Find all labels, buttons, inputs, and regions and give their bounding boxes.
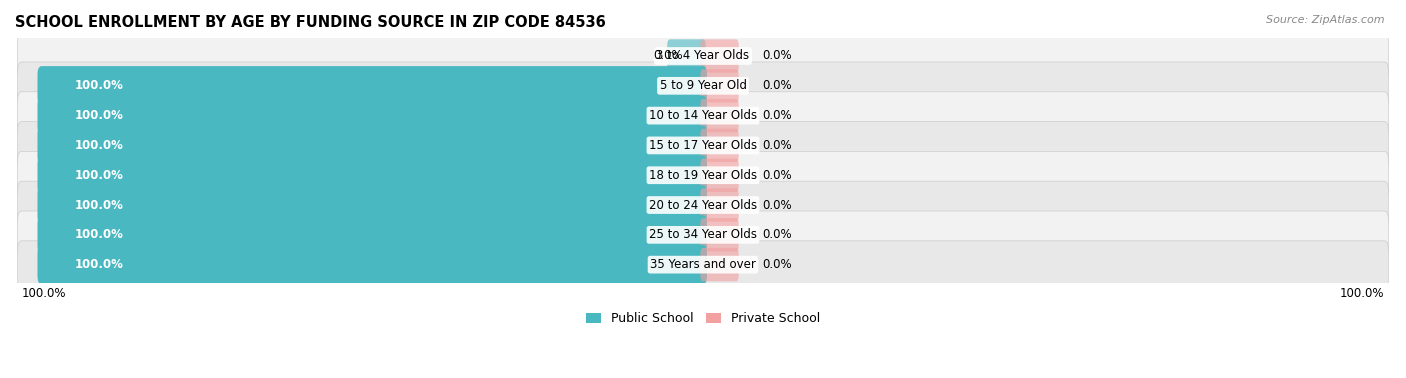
Text: 100.0%: 100.0%: [75, 198, 124, 212]
Text: 100.0%: 100.0%: [75, 169, 124, 182]
FancyBboxPatch shape: [18, 92, 1388, 139]
Text: 0.0%: 0.0%: [654, 50, 683, 62]
FancyBboxPatch shape: [18, 122, 1388, 169]
Text: 0.0%: 0.0%: [762, 258, 792, 271]
Text: 0.0%: 0.0%: [762, 109, 792, 122]
Text: 5 to 9 Year Old: 5 to 9 Year Old: [659, 79, 747, 92]
Text: 100.0%: 100.0%: [75, 258, 124, 271]
Text: 18 to 19 Year Olds: 18 to 19 Year Olds: [650, 169, 756, 182]
FancyBboxPatch shape: [700, 69, 738, 102]
Legend: Public School, Private School: Public School, Private School: [581, 307, 825, 330]
FancyBboxPatch shape: [38, 215, 707, 254]
FancyBboxPatch shape: [18, 181, 1388, 229]
Text: 100.0%: 100.0%: [75, 109, 124, 122]
FancyBboxPatch shape: [700, 248, 738, 281]
Text: 0.0%: 0.0%: [762, 169, 792, 182]
Text: 0.0%: 0.0%: [762, 50, 792, 62]
FancyBboxPatch shape: [18, 62, 1388, 110]
Text: 3 to 4 Year Olds: 3 to 4 Year Olds: [657, 50, 749, 62]
Text: Source: ZipAtlas.com: Source: ZipAtlas.com: [1267, 15, 1385, 25]
Text: 0.0%: 0.0%: [762, 79, 792, 92]
FancyBboxPatch shape: [18, 151, 1388, 199]
Text: 0.0%: 0.0%: [762, 198, 792, 212]
Text: 35 Years and over: 35 Years and over: [650, 258, 756, 271]
FancyBboxPatch shape: [38, 96, 707, 135]
Text: 15 to 17 Year Olds: 15 to 17 Year Olds: [650, 139, 756, 152]
FancyBboxPatch shape: [668, 39, 706, 73]
FancyBboxPatch shape: [38, 185, 707, 225]
FancyBboxPatch shape: [38, 245, 707, 284]
FancyBboxPatch shape: [700, 99, 738, 132]
Text: 25 to 34 Year Olds: 25 to 34 Year Olds: [650, 228, 756, 241]
FancyBboxPatch shape: [18, 32, 1388, 80]
Text: 100.0%: 100.0%: [75, 139, 124, 152]
FancyBboxPatch shape: [18, 211, 1388, 259]
Text: 0.0%: 0.0%: [762, 139, 792, 152]
Text: 100.0%: 100.0%: [21, 287, 66, 300]
FancyBboxPatch shape: [700, 188, 738, 222]
Text: 100.0%: 100.0%: [75, 228, 124, 241]
FancyBboxPatch shape: [700, 218, 738, 251]
FancyBboxPatch shape: [700, 158, 738, 192]
FancyBboxPatch shape: [38, 126, 707, 165]
FancyBboxPatch shape: [38, 66, 707, 105]
FancyBboxPatch shape: [38, 156, 707, 195]
Text: 10 to 14 Year Olds: 10 to 14 Year Olds: [650, 109, 756, 122]
Text: 20 to 24 Year Olds: 20 to 24 Year Olds: [650, 198, 756, 212]
Text: 0.0%: 0.0%: [762, 228, 792, 241]
FancyBboxPatch shape: [700, 39, 738, 73]
Text: 100.0%: 100.0%: [1340, 287, 1385, 300]
FancyBboxPatch shape: [700, 129, 738, 162]
Text: 100.0%: 100.0%: [75, 79, 124, 92]
FancyBboxPatch shape: [18, 241, 1388, 288]
Text: SCHOOL ENROLLMENT BY AGE BY FUNDING SOURCE IN ZIP CODE 84536: SCHOOL ENROLLMENT BY AGE BY FUNDING SOUR…: [15, 15, 606, 30]
